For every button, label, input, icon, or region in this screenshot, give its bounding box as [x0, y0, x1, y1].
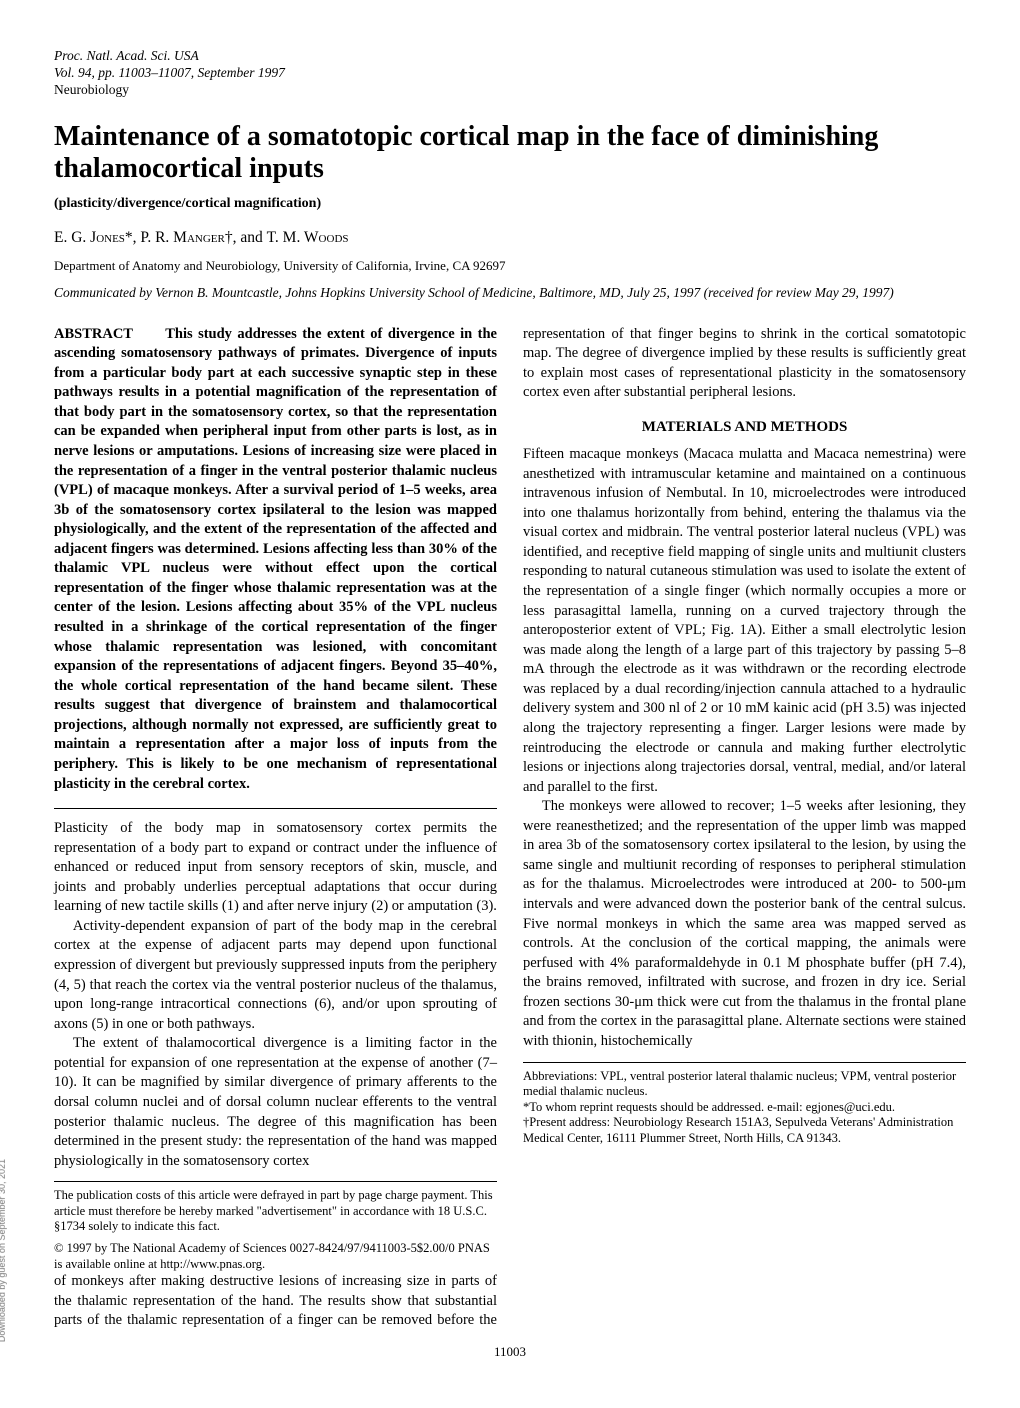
- two-column-body: ABSTRACT This study addresses the extent…: [54, 325, 966, 1335]
- abstract-label: ABSTRACT: [54, 326, 133, 342]
- communicated-by: Communicated by Vernon B. Mountcastle, J…: [54, 284, 966, 302]
- page-number: 11003: [54, 1343, 966, 1361]
- affiliation: Department of Anatomy and Neurobiology, …: [54, 257, 966, 275]
- journal-volume: Vol. 94, pp. 11003–11007, September 1997: [54, 65, 966, 82]
- methods-para-2: The monkeys were allowed to recover; 1–5…: [523, 797, 966, 1051]
- intro-para-3: The extent of thalamocortical divergence…: [54, 1034, 497, 1171]
- journal-header: Proc. Natl. Acad. Sci. USA Vol. 94, pp. …: [54, 48, 966, 99]
- author-2: P. R. Manger†: [140, 229, 232, 246]
- footnotes-left: The publication costs of this article we…: [54, 1181, 497, 1272]
- author-3: T. M. Woods: [267, 229, 349, 246]
- intro-para-2: Activity-dependent expansion of part of …: [54, 917, 497, 1034]
- article-subtitle: (plasticity/divergence/cortical magnific…: [54, 195, 966, 214]
- section-heading-methods: MATERIALS AND METHODS: [523, 417, 966, 437]
- footnote-present-address: †Present address: Neurobiology Research …: [523, 1115, 966, 1146]
- footnote-abbrev: Abbreviations: VPL, ventral posterior la…: [523, 1069, 966, 1100]
- article-title: Maintenance of a somatotopic cortical ma…: [54, 121, 966, 185]
- footnote-rule-left: [54, 1181, 497, 1182]
- download-watermark: Downloaded by guest on September 30, 202…: [0, 1159, 8, 1342]
- author-1: E. G. Jones*: [54, 229, 133, 246]
- intro-para-1: Plasticity of the body map in somatosens…: [54, 819, 497, 917]
- journal-section: Neurobiology: [54, 82, 966, 99]
- footnotes-right: Abbreviations: VPL, ventral posterior la…: [523, 1062, 966, 1147]
- author-and: and: [240, 229, 262, 246]
- journal-name: Proc. Natl. Acad. Sci. USA: [54, 48, 966, 65]
- authors: E. G. Jones*, P. R. Manger†, and T. M. W…: [54, 228, 966, 249]
- abstract-text: This study addresses the extent of diver…: [54, 326, 497, 792]
- footnote-pub-costs: The publication costs of this article we…: [54, 1188, 497, 1235]
- abstract-block: ABSTRACT This study addresses the extent…: [54, 325, 497, 795]
- footnote-rule-right: [523, 1062, 966, 1063]
- methods-para-1: Fifteen macaque monkeys (Macaca mulatta …: [523, 445, 966, 797]
- footnote-copyright: © 1997 by The National Academy of Scienc…: [54, 1241, 497, 1272]
- abstract-rule: [54, 808, 497, 809]
- footnote-corresponding: *To whom reprint requests should be addr…: [523, 1100, 966, 1116]
